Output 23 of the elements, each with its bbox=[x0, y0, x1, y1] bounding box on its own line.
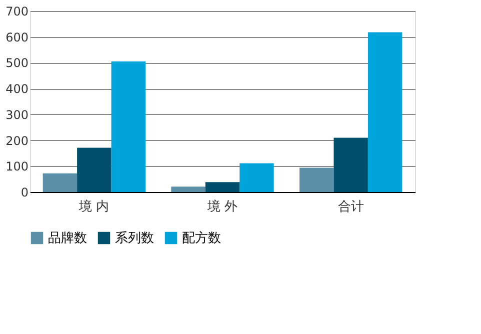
x-tick-label: 合计 bbox=[338, 200, 364, 214]
x-tick-label: 境 内 bbox=[78, 198, 110, 214]
y-tick-label: 700 bbox=[6, 4, 28, 18]
legend-label: 系列数 bbox=[115, 231, 154, 246]
y-tick-label: 400 bbox=[6, 82, 28, 96]
y-tick-label: 500 bbox=[6, 56, 28, 70]
y-tick-label: 100 bbox=[6, 160, 28, 174]
y-tick-label: 600 bbox=[6, 30, 28, 44]
bar bbox=[111, 61, 146, 192]
legend-label: 品牌数 bbox=[48, 231, 87, 246]
bar bbox=[334, 138, 368, 192]
legend-label: 配方数 bbox=[182, 230, 221, 246]
bar bbox=[368, 32, 402, 192]
bar bbox=[171, 186, 206, 192]
y-tick-label: 300 bbox=[6, 108, 28, 122]
bar bbox=[77, 148, 112, 192]
bar bbox=[42, 173, 78, 192]
bar bbox=[300, 168, 334, 192]
bar bbox=[205, 182, 240, 192]
y-tick-label: 200 bbox=[6, 134, 28, 148]
y-tick-label: 0 bbox=[20, 186, 28, 200]
x-tick-label: 境 外 bbox=[206, 198, 238, 214]
bar bbox=[240, 163, 274, 192]
